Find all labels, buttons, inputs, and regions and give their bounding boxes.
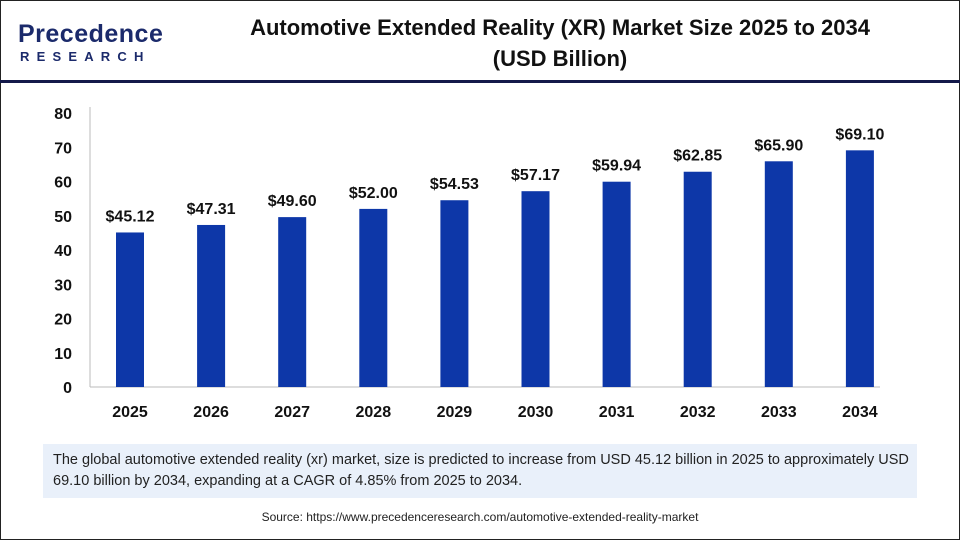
- bar-2031: [602, 181, 631, 387]
- bar-2028: [359, 208, 388, 387]
- bar-2025: [116, 232, 144, 387]
- logo-subtext: RESEARCH: [20, 49, 151, 64]
- x-tick-label: 2032: [680, 404, 716, 421]
- data-label: $57.17: [511, 167, 560, 184]
- x-tick-label: 2031: [599, 404, 635, 421]
- bar-2034: [845, 150, 874, 387]
- data-label: $65.90: [754, 137, 803, 154]
- y-tick-label: 30: [54, 277, 72, 294]
- data-label: $49.60: [268, 193, 317, 210]
- data-label: $62.85: [673, 148, 722, 165]
- bar-2029: [440, 200, 469, 387]
- data-label: $59.94: [592, 158, 641, 175]
- summary-box: The global automotive extended reality (…: [43, 444, 917, 498]
- y-tick-label: 0: [63, 380, 72, 397]
- x-tick-label: 2030: [518, 404, 554, 421]
- y-tick-label: 70: [54, 140, 72, 157]
- source-text: Source: https://www.precedenceresearch.c…: [261, 510, 699, 524]
- y-tick-label: 50: [54, 209, 72, 226]
- data-label: $47.31: [187, 201, 236, 218]
- data-label: $45.12: [106, 208, 155, 225]
- y-tick-label: 60: [54, 175, 72, 192]
- y-tick-label: 40: [54, 243, 72, 260]
- x-tick-label: 2027: [274, 404, 310, 421]
- logo: Precedence RESEARCH: [16, 20, 166, 65]
- data-label: $52.00: [349, 185, 398, 202]
- x-tick-label: 2025: [112, 404, 148, 421]
- x-tick-label: 2026: [193, 404, 229, 421]
- bar-2026: [197, 224, 226, 387]
- summary-text: The global automotive extended reality (…: [53, 452, 909, 489]
- x-tick-label: 2034: [842, 404, 878, 421]
- y-tick-label: 80: [54, 106, 72, 123]
- x-tick-label: 2029: [437, 404, 473, 421]
- logo-text: Precedence: [18, 20, 164, 48]
- chart-title: Automotive Extended Reality (XR) Market …: [190, 12, 930, 74]
- bar-2030: [521, 191, 550, 387]
- y-tick-label: 20: [54, 312, 72, 329]
- title-line-2: (USD Billion): [492, 46, 628, 71]
- header-divider: [0, 80, 960, 83]
- x-tick-label: 2033: [761, 404, 797, 421]
- title-line-1: Automotive Extended Reality (XR) Market …: [250, 15, 870, 40]
- bar-2032: [683, 171, 712, 387]
- data-label: $69.10: [835, 126, 884, 143]
- bar-2033: [764, 161, 793, 387]
- data-label: $54.53: [430, 176, 479, 193]
- y-tick-label: 10: [54, 346, 72, 363]
- bar-2027: [278, 217, 307, 387]
- x-tick-label: 2028: [356, 404, 392, 421]
